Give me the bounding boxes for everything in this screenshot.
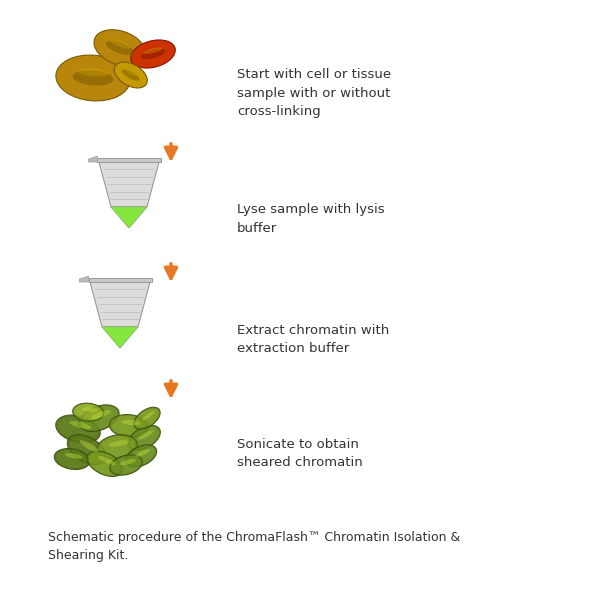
Ellipse shape xyxy=(128,425,160,451)
Ellipse shape xyxy=(115,62,147,88)
Ellipse shape xyxy=(143,47,163,54)
Ellipse shape xyxy=(69,421,91,429)
Ellipse shape xyxy=(109,415,149,437)
Ellipse shape xyxy=(124,68,137,76)
Ellipse shape xyxy=(77,68,109,77)
Ellipse shape xyxy=(141,49,165,59)
Polygon shape xyxy=(99,162,159,207)
Ellipse shape xyxy=(73,403,104,421)
Ellipse shape xyxy=(65,453,83,458)
Ellipse shape xyxy=(73,70,113,86)
Ellipse shape xyxy=(135,449,151,457)
Ellipse shape xyxy=(97,434,137,460)
Ellipse shape xyxy=(110,455,142,475)
Text: Lyse sample with lysis
buffer: Lyse sample with lysis buffer xyxy=(237,203,385,235)
Ellipse shape xyxy=(106,41,134,55)
Polygon shape xyxy=(79,276,89,282)
Ellipse shape xyxy=(125,445,157,467)
Ellipse shape xyxy=(67,434,107,466)
Polygon shape xyxy=(102,327,138,348)
Ellipse shape xyxy=(109,440,129,446)
Ellipse shape xyxy=(122,69,140,81)
Ellipse shape xyxy=(142,411,155,420)
Polygon shape xyxy=(88,156,97,162)
Ellipse shape xyxy=(87,451,123,476)
Ellipse shape xyxy=(82,407,98,412)
Ellipse shape xyxy=(109,39,131,49)
Ellipse shape xyxy=(56,415,100,443)
Text: Schematic procedure of the ChromaFlash™ Chromatin Isolation &
Shearing Kit.: Schematic procedure of the ChromaFlash™ … xyxy=(48,531,460,562)
Polygon shape xyxy=(89,278,151,282)
Ellipse shape xyxy=(119,459,136,465)
Text: Extract chromatin with
extraction buffer: Extract chromatin with extraction buffer xyxy=(237,323,389,355)
Text: Start with cell or tissue
sample with or without
cross-linking: Start with cell or tissue sample with or… xyxy=(237,68,391,118)
Ellipse shape xyxy=(98,456,116,465)
Ellipse shape xyxy=(131,40,175,68)
Ellipse shape xyxy=(94,30,146,66)
Ellipse shape xyxy=(54,448,90,470)
Ellipse shape xyxy=(91,410,111,419)
Ellipse shape xyxy=(134,407,160,429)
Ellipse shape xyxy=(80,440,98,452)
Polygon shape xyxy=(111,207,147,228)
Ellipse shape xyxy=(79,405,119,431)
Ellipse shape xyxy=(121,420,141,425)
Polygon shape xyxy=(97,158,161,162)
Text: Sonicate to obtain
sheared chromatin: Sonicate to obtain sheared chromatin xyxy=(237,437,363,469)
Polygon shape xyxy=(102,327,138,348)
Ellipse shape xyxy=(56,55,130,101)
Polygon shape xyxy=(111,207,147,228)
Ellipse shape xyxy=(138,430,154,440)
Polygon shape xyxy=(90,282,150,327)
